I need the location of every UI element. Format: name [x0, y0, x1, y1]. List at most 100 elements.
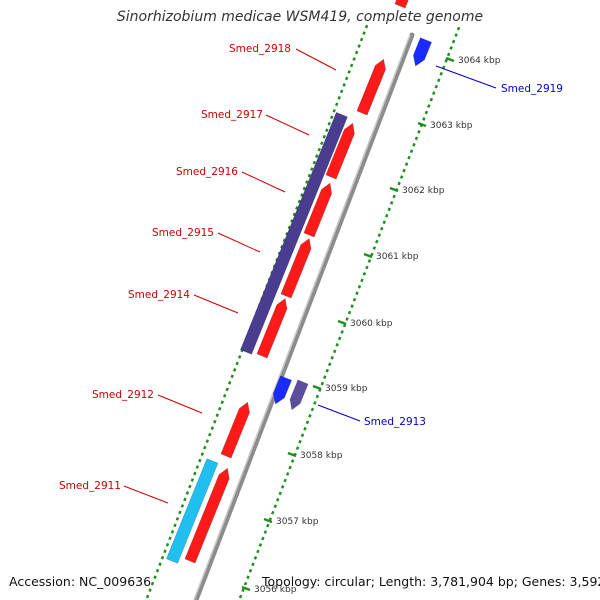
- tick-mark-outer: [437, 78, 441, 83]
- tick-mark-inner: [215, 413, 219, 418]
- tick-mark-inner: [205, 439, 210, 444]
- tick-mark-inner: [339, 89, 344, 94]
- tick-mark-inner: [297, 199, 302, 204]
- tick-mark-outer: [303, 426, 307, 431]
- tick-mark-outer: [345, 317, 349, 321]
- tick-mark-outer: [375, 239, 379, 244]
- tick-mark-inner: [185, 491, 190, 495]
- cds-arrow-2915: [280, 237, 312, 299]
- tick-mark-inner: [292, 212, 297, 217]
- tick-mark-inner: [222, 393, 227, 398]
- tick-mark-inner: [290, 219, 294, 223]
- gene-label: Smed_2913: [364, 416, 426, 428]
- tick-mark-inner: [320, 141, 324, 146]
- tick-mark-outer: [330, 355, 334, 360]
- tick-mark-outer: [347, 310, 352, 315]
- tick-mark-outer: [308, 414, 312, 418]
- ruler-label: 3063 kbp: [430, 121, 473, 131]
- tick-mark-inner: [332, 108, 336, 113]
- tick-mark-inner: [178, 510, 182, 515]
- tick-mark-outer: [290, 459, 295, 463]
- gene-labels: Smed_2918 Smed_2917 Smed_2916 Smed_2915 Smed…: [59, 43, 563, 504]
- tick-mark-outer: [241, 588, 245, 593]
- tick-mark-outer: [456, 26, 461, 31]
- tick-mark-inner: [153, 575, 157, 580]
- tick-mark-inner: [213, 419, 217, 424]
- tick-mark-outer: [424, 110, 429, 115]
- tick-mark-outer: [451, 39, 456, 44]
- tick-mark-inner: [364, 24, 369, 29]
- tick-mark-outer: [389, 201, 394, 205]
- tick-mark-inner: [315, 154, 319, 159]
- tick-mark-outer: [350, 304, 354, 309]
- tick-mark-inner: [195, 465, 200, 469]
- tick-mark-inner: [168, 536, 172, 541]
- tick-mark-inner: [220, 400, 224, 405]
- gene-label: Smed_2914: [128, 289, 190, 301]
- tick-mark-inner: [327, 121, 331, 126]
- tick-mark-inner: [218, 406, 222, 411]
- tick-mark-outer: [387, 207, 391, 212]
- tick-mark-outer: [352, 297, 357, 302]
- backbone-highlight: [193, 34, 411, 600]
- tick-mark-inner: [203, 445, 207, 450]
- label-leader-line: [123, 485, 169, 504]
- tick-mark-outer: [251, 562, 255, 567]
- tick-mark-inner: [225, 387, 229, 392]
- tick-mark-outer: [402, 168, 406, 173]
- tick-mark-outer: [256, 549, 260, 554]
- tick-mark-inner: [160, 555, 165, 560]
- cds-arrow-2918: [356, 58, 386, 116]
- tick-mark-inner: [342, 83, 346, 87]
- tick-mark-outer: [337, 336, 342, 341]
- gene-label: Smed_2915: [152, 227, 214, 239]
- label-leader-line: [295, 48, 337, 71]
- gene-features: [166, 0, 432, 564]
- label-leader-line: [217, 232, 261, 253]
- tick-mark-outer: [266, 523, 270, 528]
- cds-arrow-2919: [412, 37, 432, 67]
- tick-mark-outer: [412, 142, 416, 147]
- tick-mark-outer: [444, 59, 448, 63]
- tick-mark-outer: [397, 181, 401, 186]
- ruler-major-tick: [417, 121, 427, 128]
- tick-mark-outer: [246, 575, 250, 580]
- tick-mark-outer: [380, 226, 384, 231]
- cds-arrow-reverse-1: [272, 375, 292, 405]
- cds-arrow-top: [394, 0, 409, 9]
- ruler-label: 3060 kbp: [350, 319, 393, 329]
- label-leader-line: [435, 65, 497, 89]
- gene-label: Smed_2917: [201, 109, 263, 121]
- tick-mark-inner: [190, 478, 195, 482]
- ruler-label: 3062 kbp: [402, 186, 445, 196]
- tick-mark-outer: [285, 472, 290, 476]
- tick-mark-inner: [310, 167, 314, 171]
- tick-mark-inner: [305, 180, 309, 184]
- tick-mark-inner: [295, 206, 299, 210]
- tick-mark-inner: [334, 102, 339, 107]
- gene-label: Smed_2919: [501, 83, 563, 95]
- tick-mark-outer: [414, 136, 419, 141]
- ruler-major-tick: [337, 319, 347, 326]
- tick-mark-outer: [427, 104, 431, 108]
- tick-mark-inner: [165, 542, 170, 547]
- map-title: Sinorhizobium medicae WSM419, complete g…: [116, 9, 484, 25]
- tick-mark-inner: [287, 225, 292, 230]
- tick-mark-outer: [298, 439, 302, 444]
- label-leader-line: [157, 394, 203, 414]
- tick-mark-inner: [210, 426, 214, 431]
- tick-mark-outer: [367, 259, 372, 263]
- tick-mark-outer: [409, 149, 414, 154]
- cds-arrow-2912: [220, 401, 250, 459]
- cds-arrow-2917: [325, 122, 355, 180]
- tick-mark-inner: [150, 581, 155, 586]
- tick-mark-outer: [271, 510, 275, 515]
- tick-mark-outer: [300, 433, 305, 438]
- tick-mark-outer: [449, 46, 453, 50]
- label-leader-line: [193, 294, 239, 314]
- tick-mark-inner: [198, 458, 202, 463]
- backbone-line: [193, 32, 415, 600]
- tick-mark-outer: [362, 272, 367, 276]
- tick-mark-outer: [377, 233, 382, 238]
